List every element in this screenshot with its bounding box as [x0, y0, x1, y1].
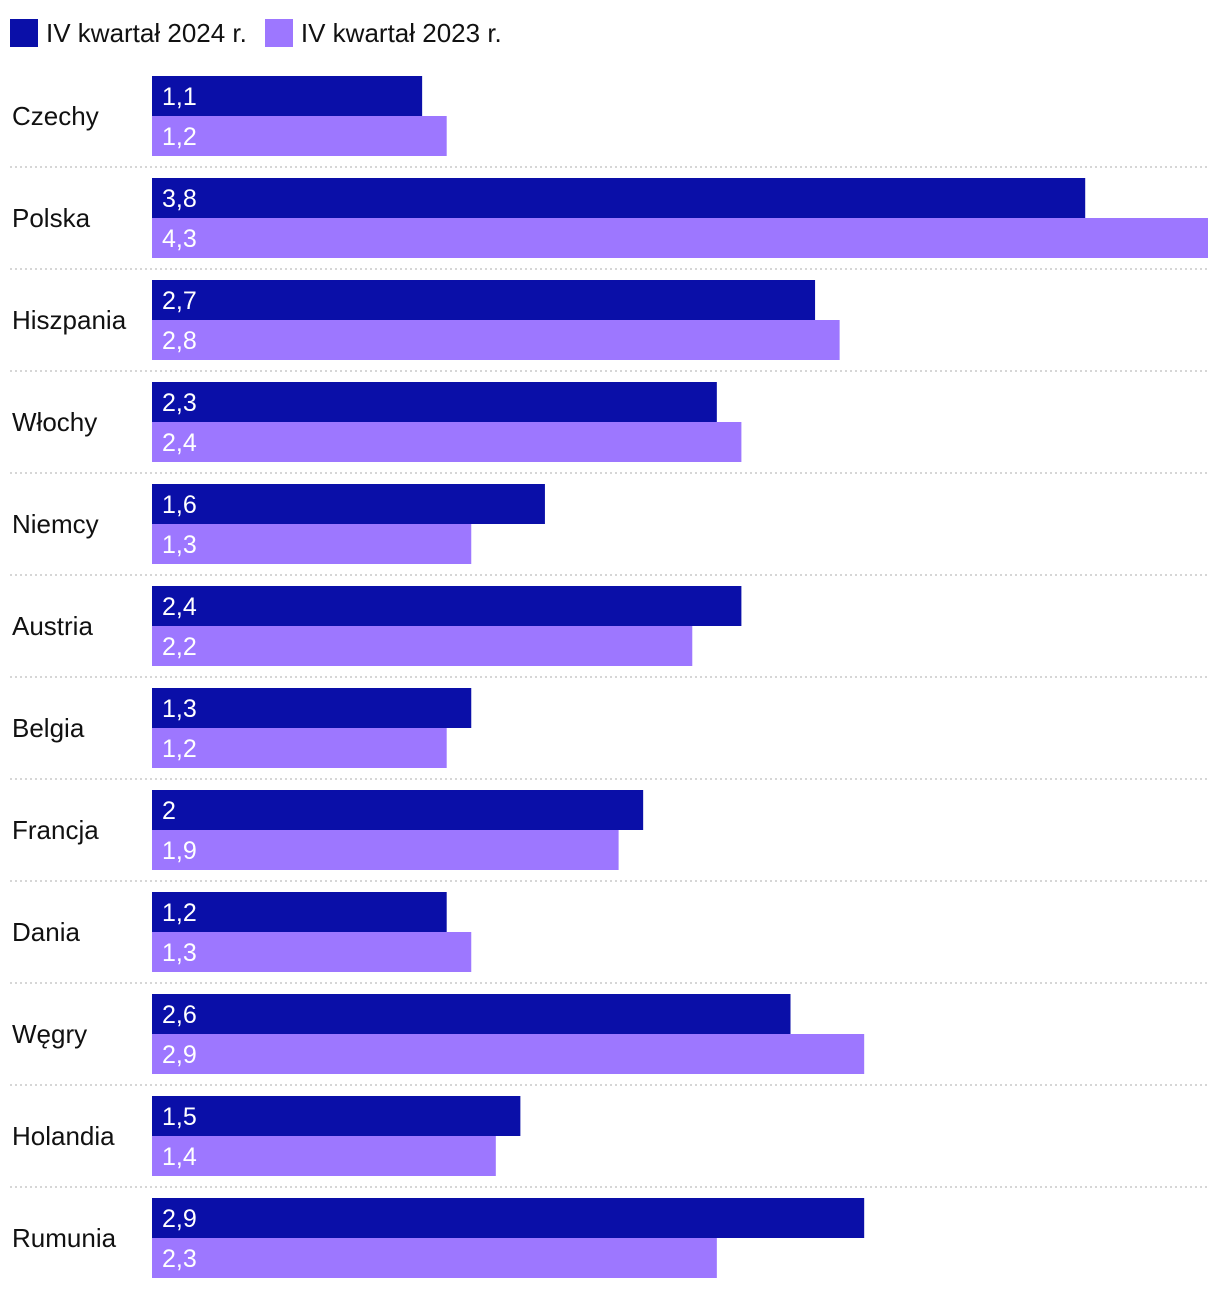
bar-value-label: 2,4: [162, 593, 197, 621]
category-label: Francja: [12, 815, 99, 845]
bar-2023: [152, 728, 447, 768]
bar-value-label: 4,3: [162, 225, 197, 253]
bar-value-label: 3,8: [162, 185, 197, 213]
legend-swatch-2023: [264, 19, 293, 47]
bar-2023: [152, 626, 693, 666]
bar-2023: [152, 116, 447, 156]
category-label: Polska: [12, 203, 91, 233]
category-label: Rumunia: [12, 1223, 117, 1253]
bar-value-label: 1,2: [162, 899, 197, 927]
bar-value-label: 2,6: [162, 1001, 197, 1029]
bar-2024: [152, 892, 447, 932]
bar-value-label: 2,3: [162, 389, 197, 417]
category-label: Węgry: [12, 1019, 87, 1049]
legend-item-2023: IV kwartał 2023 r.: [264, 17, 502, 49]
bar-2024: [152, 484, 545, 524]
bar-2023: [152, 422, 742, 462]
bar-2023: [152, 1034, 865, 1074]
bar-value-label: 1,3: [162, 695, 197, 723]
category-label: Holandia: [12, 1121, 115, 1151]
bar-2023: [152, 218, 1208, 258]
bar-2023: [152, 1238, 717, 1278]
bar-2023: [152, 524, 472, 564]
bar-value-label: 2: [162, 797, 176, 825]
bar-value-label: 1,9: [162, 837, 197, 865]
bar-value-label: 2,4: [162, 429, 197, 457]
chart-legend: IV kwartał 2024 r. IV kwartał 2023 r.: [10, 16, 520, 50]
bar-2024: [152, 790, 644, 830]
bar-value-label: 2,9: [162, 1041, 197, 1069]
category-label: Hiszpania: [12, 305, 127, 335]
bar-value-label: 2,9: [162, 1205, 197, 1233]
bar-value-label: 1,3: [162, 531, 197, 559]
category-label: Dania: [12, 917, 80, 947]
bar-2023: [152, 1136, 496, 1176]
bar-2023: [152, 932, 472, 972]
bar-value-label: 1,6: [162, 491, 197, 519]
bar-2024: [152, 688, 472, 728]
bar-2024: [152, 586, 742, 626]
legend-label-2024: IV kwartał 2024 r.: [46, 17, 247, 48]
bar-value-label: 1,1: [162, 83, 197, 111]
bar-value-label: 2,8: [162, 327, 197, 355]
category-label: Austria: [12, 611, 93, 641]
bar-2024: [152, 382, 717, 422]
bar-2024: [152, 76, 423, 116]
category-label: Niemcy: [12, 509, 99, 539]
legend-label-2023: IV kwartał 2023 r.: [300, 17, 502, 48]
category-label: Belgia: [12, 713, 85, 743]
legend-item-2024: IV kwartał 2024 r.: [10, 18, 247, 49]
bar-2024: [152, 280, 816, 320]
bar-value-label: 1,5: [162, 1103, 197, 1131]
bar-value-label: 1,2: [162, 123, 197, 151]
bar-value-label: 1,4: [162, 1143, 197, 1171]
bar-2024: [152, 1198, 865, 1238]
category-label: Czechy: [12, 101, 99, 131]
bar-value-label: 1,2: [162, 735, 197, 763]
category-label: Włochy: [12, 407, 97, 437]
bar-2024: [152, 178, 1086, 218]
bar-2024: [152, 994, 791, 1034]
bar-value-label: 2,2: [162, 633, 197, 661]
bar-value-label: 2,3: [162, 1245, 197, 1273]
bar-2024: [152, 1096, 521, 1136]
bar-2023: [152, 830, 619, 870]
legend-swatch-2024: [10, 19, 38, 47]
bar-value-label: 2,7: [162, 287, 197, 315]
bar-2023: [152, 320, 840, 360]
bar-value-label: 1,3: [162, 939, 197, 967]
